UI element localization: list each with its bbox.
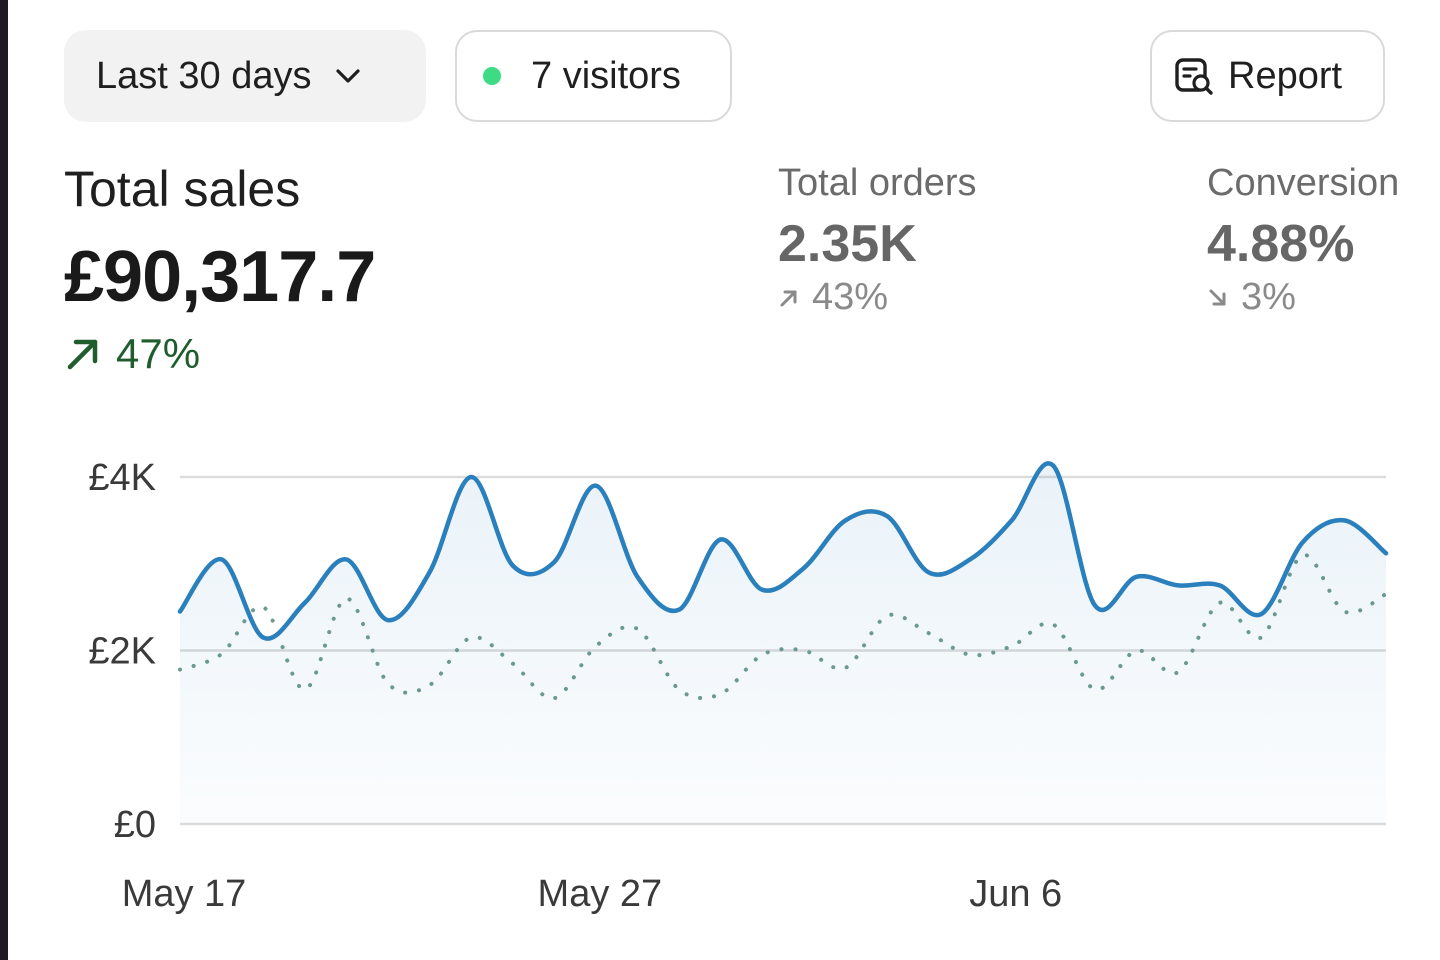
total-sales-title: Total sales	[64, 161, 301, 217]
arrow-down-right-icon	[1207, 287, 1229, 309]
x-tick-label: Jun 6	[969, 873, 1062, 915]
arrow-up-right-icon	[64, 335, 102, 373]
series-0-line	[177, 461, 1389, 641]
date-range-selector[interactable]: Last 30 days	[64, 30, 426, 122]
y-tick-label: £4K	[88, 457, 156, 499]
conversion-change: 3%	[1207, 276, 1296, 319]
total-orders-title: Total orders	[778, 162, 977, 204]
conversion-title: Conversion	[1207, 162, 1400, 204]
chart-x-axis: May 17 May 27 Jun 6	[122, 873, 1063, 915]
conversion-value: 4.88%	[1207, 215, 1355, 273]
total-sales-value: £90,317.7	[64, 237, 376, 317]
total-orders-value: 2.35K	[778, 215, 917, 273]
total-sales-change-value: 47%	[116, 330, 201, 377]
report-label: Report	[1228, 54, 1343, 97]
window-edge	[0, 0, 8, 960]
y-tick-label: £2K	[88, 631, 156, 673]
chart-y-axis: £0 £2K £4K	[88, 457, 156, 846]
chevron-down-icon	[333, 61, 363, 91]
total-sales-change: 47%	[64, 330, 200, 378]
x-tick-label: May 27	[538, 873, 663, 915]
y-tick-label: £0	[114, 804, 156, 846]
total-orders-change: 43%	[778, 276, 888, 319]
status-dot-icon	[483, 67, 501, 85]
report-button[interactable]: Report	[1150, 30, 1385, 122]
chart-series	[177, 461, 1389, 824]
series-0-area	[180, 463, 1386, 824]
conversion-change-value: 3%	[1241, 276, 1296, 318]
date-range-label: Last 30 days	[96, 54, 312, 97]
visitors-label: 7 visitors	[531, 54, 681, 97]
total-orders-change-value: 43%	[812, 276, 889, 318]
report-search-icon	[1174, 56, 1214, 96]
arrow-up-right-icon	[778, 287, 800, 309]
live-visitors-button[interactable]: 7 visitors	[455, 30, 732, 122]
x-tick-label: May 17	[122, 873, 247, 915]
